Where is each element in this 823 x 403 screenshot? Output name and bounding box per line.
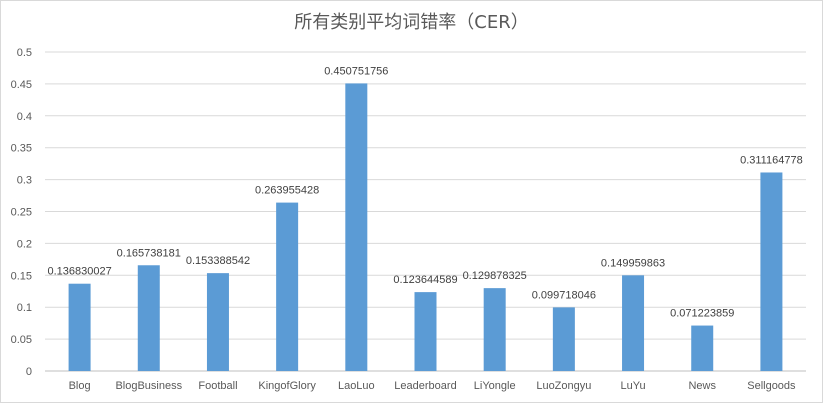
x-tick-label: Sellgoods bbox=[747, 380, 796, 392]
y-tick-label: 0.1 bbox=[17, 302, 32, 314]
data-label: 0.450751756 bbox=[324, 65, 388, 77]
data-label: 0.129878325 bbox=[463, 270, 527, 282]
bar bbox=[68, 283, 91, 371]
y-tick-label: 0.45 bbox=[11, 79, 32, 91]
x-tick-label: LiYongle bbox=[474, 380, 516, 392]
y-tick-label: 0.5 bbox=[17, 47, 32, 59]
x-tick-label: LuYu bbox=[620, 380, 645, 392]
bars bbox=[68, 83, 783, 371]
y-tick-label: 0.3 bbox=[17, 175, 32, 187]
bar bbox=[414, 292, 437, 371]
y-tick-label: 0.35 bbox=[11, 143, 32, 155]
data-label: 0.153388542 bbox=[186, 255, 250, 267]
y-tick-label: 0.4 bbox=[17, 111, 32, 123]
x-axis: Blog BlogBusiness Football KingofGlory LaoLu… bbox=[69, 380, 796, 392]
y-axis: 0 0.05 0.1 0.15 0.2 0.25 0.3 0.35 0.4 0.45 0.5 bbox=[11, 47, 32, 378]
bar bbox=[345, 83, 368, 371]
data-label: 0.165738181 bbox=[117, 247, 181, 259]
bar bbox=[691, 325, 714, 371]
x-tick-label: Blog bbox=[69, 380, 91, 392]
bar bbox=[137, 265, 160, 371]
data-label: 0.071223859 bbox=[670, 308, 734, 320]
y-tick-label: 0.05 bbox=[11, 334, 32, 346]
y-tick-label: 0 bbox=[26, 366, 32, 378]
data-label: 0.123644589 bbox=[393, 274, 457, 286]
gridlines bbox=[45, 51, 806, 372]
bar bbox=[760, 172, 783, 371]
x-tick-label: Leaderboard bbox=[394, 380, 456, 392]
bar bbox=[483, 288, 506, 371]
bar bbox=[276, 202, 299, 371]
x-tick-label: LuoZongyu bbox=[536, 380, 591, 392]
x-tick-label: Football bbox=[198, 380, 237, 392]
bar bbox=[552, 307, 575, 371]
y-tick-label: 0.2 bbox=[17, 238, 32, 250]
data-label: 0.136830027 bbox=[47, 266, 111, 278]
x-tick-label: KingofGlory bbox=[258, 380, 316, 392]
y-tick-label: 0.25 bbox=[11, 207, 32, 219]
data-labels: 0.136830027 0.165738181 0.153388542 0.26395… bbox=[47, 65, 802, 319]
data-label: 0.099718046 bbox=[532, 289, 596, 301]
bar bbox=[206, 273, 229, 371]
data-label: 0.263955428 bbox=[255, 185, 319, 197]
data-label: 0.311164778 bbox=[740, 154, 803, 166]
x-tick-label: News bbox=[688, 380, 716, 392]
chart-title: 所有类别平均词错率（CER） bbox=[294, 12, 529, 33]
data-label: 0.149959863 bbox=[601, 257, 665, 269]
y-tick-label: 0.15 bbox=[11, 270, 32, 282]
bar bbox=[622, 275, 645, 371]
x-tick-label: BlogBusiness bbox=[115, 380, 182, 392]
x-tick-label: LaoLuo bbox=[338, 380, 375, 392]
